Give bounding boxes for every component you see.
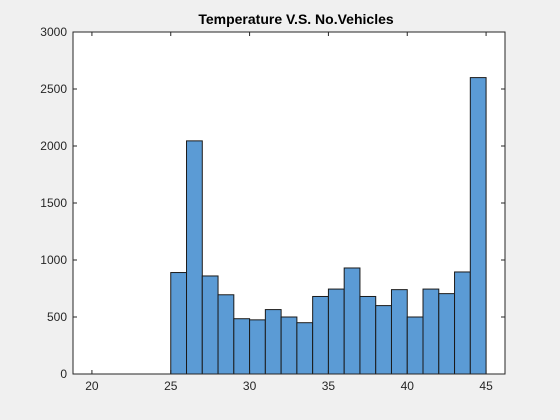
histogram-bar (327, 288, 345, 375)
x-tick-label: 35 (322, 379, 336, 393)
histogram-bar (201, 275, 219, 375)
x-tick-label: 45 (479, 379, 493, 393)
histogram-bar (249, 319, 266, 375)
y-tick-label: 1500 (40, 196, 67, 210)
histogram-bar (170, 272, 188, 375)
histogram-bar (343, 267, 361, 375)
histogram-bar (296, 322, 314, 375)
histogram-bar (406, 316, 424, 375)
x-tick-label: 20 (85, 379, 99, 393)
histogram-bar (186, 140, 203, 375)
x-tick-label: 25 (164, 379, 178, 393)
y-tick-label: 0 (60, 367, 67, 381)
histogram-bar (217, 294, 235, 375)
y-tick-label: 2000 (40, 139, 67, 153)
y-tick-label: 1000 (40, 253, 67, 267)
x-tick-label: 40 (401, 379, 415, 393)
histogram-bar (422, 288, 440, 375)
y-tick-label: 2500 (40, 82, 67, 96)
y-tick-label: 500 (47, 310, 67, 324)
y-axis-ticks: 0 500 1000 1500 2000 2500 3000 (40, 25, 505, 381)
histogram-bar (454, 271, 471, 375)
x-tick-label: 30 (243, 379, 257, 393)
histogram-bar (233, 318, 251, 375)
x-axis-ticks: 20 25 30 35 40 45 (85, 32, 493, 393)
histogram-bar (375, 305, 392, 375)
histogram-bar (280, 316, 298, 375)
histogram-bar (312, 295, 329, 375)
histogram-bar (359, 295, 377, 375)
histogram-bar (438, 293, 456, 375)
y-tick-label: 3000 (40, 25, 67, 39)
chart-title: Temperature V.S. No.Vehicles (198, 11, 394, 27)
histogram-bar (390, 289, 408, 375)
bars-group (170, 77, 487, 375)
histogram-bar (469, 77, 487, 375)
histogram-bar (264, 309, 282, 375)
